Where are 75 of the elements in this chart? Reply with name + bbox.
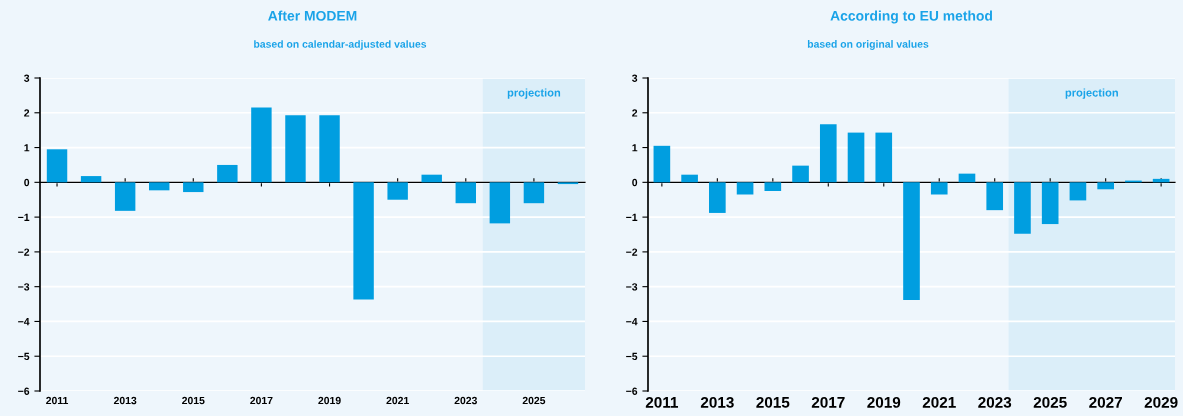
y-tick-label: 1 — [24, 144, 30, 152]
y-tick-label: −2 — [626, 248, 638, 256]
chart-subtitle: based on original values — [807, 40, 929, 50]
chart-title: After MODEM — [268, 10, 357, 21]
y-tick-label: −6 — [18, 387, 30, 395]
bar — [792, 165, 809, 183]
bar — [217, 164, 238, 183]
bar — [285, 115, 306, 183]
x-tick-label: 2019 — [318, 396, 341, 405]
y-tick-label: 2 — [24, 109, 30, 117]
x-tick-label: 2019 — [867, 396, 901, 408]
bar — [455, 182, 476, 204]
y-tick-label: −3 — [18, 283, 30, 291]
bar — [46, 149, 68, 183]
bar — [819, 124, 837, 183]
bar — [251, 107, 272, 183]
bar — [847, 132, 865, 183]
x-tick-label: 2011 — [46, 396, 69, 405]
y-tick-label: −6 — [626, 387, 638, 395]
x-tick-label: 2027 — [1089, 396, 1122, 408]
bar — [709, 182, 726, 213]
y-tick-label: 3 — [24, 74, 30, 82]
bar — [930, 182, 948, 195]
bar — [1069, 182, 1087, 201]
y-tick-label: −4 — [18, 318, 30, 326]
chart-title: According to EU method — [830, 10, 992, 24]
x-tick-label: 2015 — [182, 396, 205, 405]
band-label: projection — [1065, 88, 1118, 99]
bar — [80, 176, 102, 183]
x-tick-label: 2023 — [454, 396, 477, 405]
bar — [1041, 182, 1059, 225]
x-tick-label: 2021 — [386, 396, 409, 405]
bar — [681, 174, 698, 183]
bar — [114, 182, 136, 211]
y-tick-label: −4 — [626, 318, 638, 326]
x-tick-label: 2025 — [522, 396, 546, 405]
chart-subtitle: based on calendar-adjusted values — [254, 40, 427, 50]
x-tick-label: 2013 — [113, 396, 137, 405]
bar — [319, 115, 340, 183]
x-tick-label: 2029 — [1144, 396, 1178, 408]
bar — [903, 182, 920, 300]
bar — [653, 145, 671, 183]
bar — [421, 174, 442, 183]
bar — [387, 182, 408, 200]
bar — [764, 182, 782, 192]
y-tick-label: −2 — [18, 248, 30, 256]
bar — [149, 182, 170, 191]
bar — [1097, 182, 1114, 190]
y-tick-label: −3 — [626, 283, 638, 291]
y-tick-label: −1 — [626, 213, 638, 221]
y-tick-label: 2 — [632, 109, 638, 117]
y-tick-label: −5 — [18, 352, 30, 361]
x-tick-label: 2013 — [700, 396, 734, 408]
x-tick-label: 2015 — [756, 396, 790, 408]
bar — [489, 182, 511, 224]
y-tick-label: −5 — [626, 352, 638, 361]
band-label: projection — [507, 88, 561, 99]
y-tick-label: 1 — [632, 144, 638, 152]
x-tick-label: 2021 — [922, 396, 956, 408]
bar — [183, 182, 204, 193]
x-tick-label: 2025 — [1033, 396, 1067, 408]
bar — [1014, 182, 1031, 234]
bar — [875, 132, 893, 183]
x-tick-label: 2017 — [250, 396, 273, 405]
bar — [736, 182, 754, 195]
bar — [986, 182, 1004, 211]
x-tick-label: 2023 — [978, 396, 1012, 408]
y-tick-label: 0 — [24, 178, 30, 187]
bar — [353, 182, 374, 300]
x-tick-label: 2017 — [811, 396, 845, 408]
bar — [523, 182, 545, 204]
y-tick-label: 3 — [632, 74, 638, 82]
x-tick-label: 2011 — [645, 396, 679, 408]
y-tick-label: −1 — [18, 213, 30, 221]
y-tick-label: 0 — [632, 178, 638, 187]
